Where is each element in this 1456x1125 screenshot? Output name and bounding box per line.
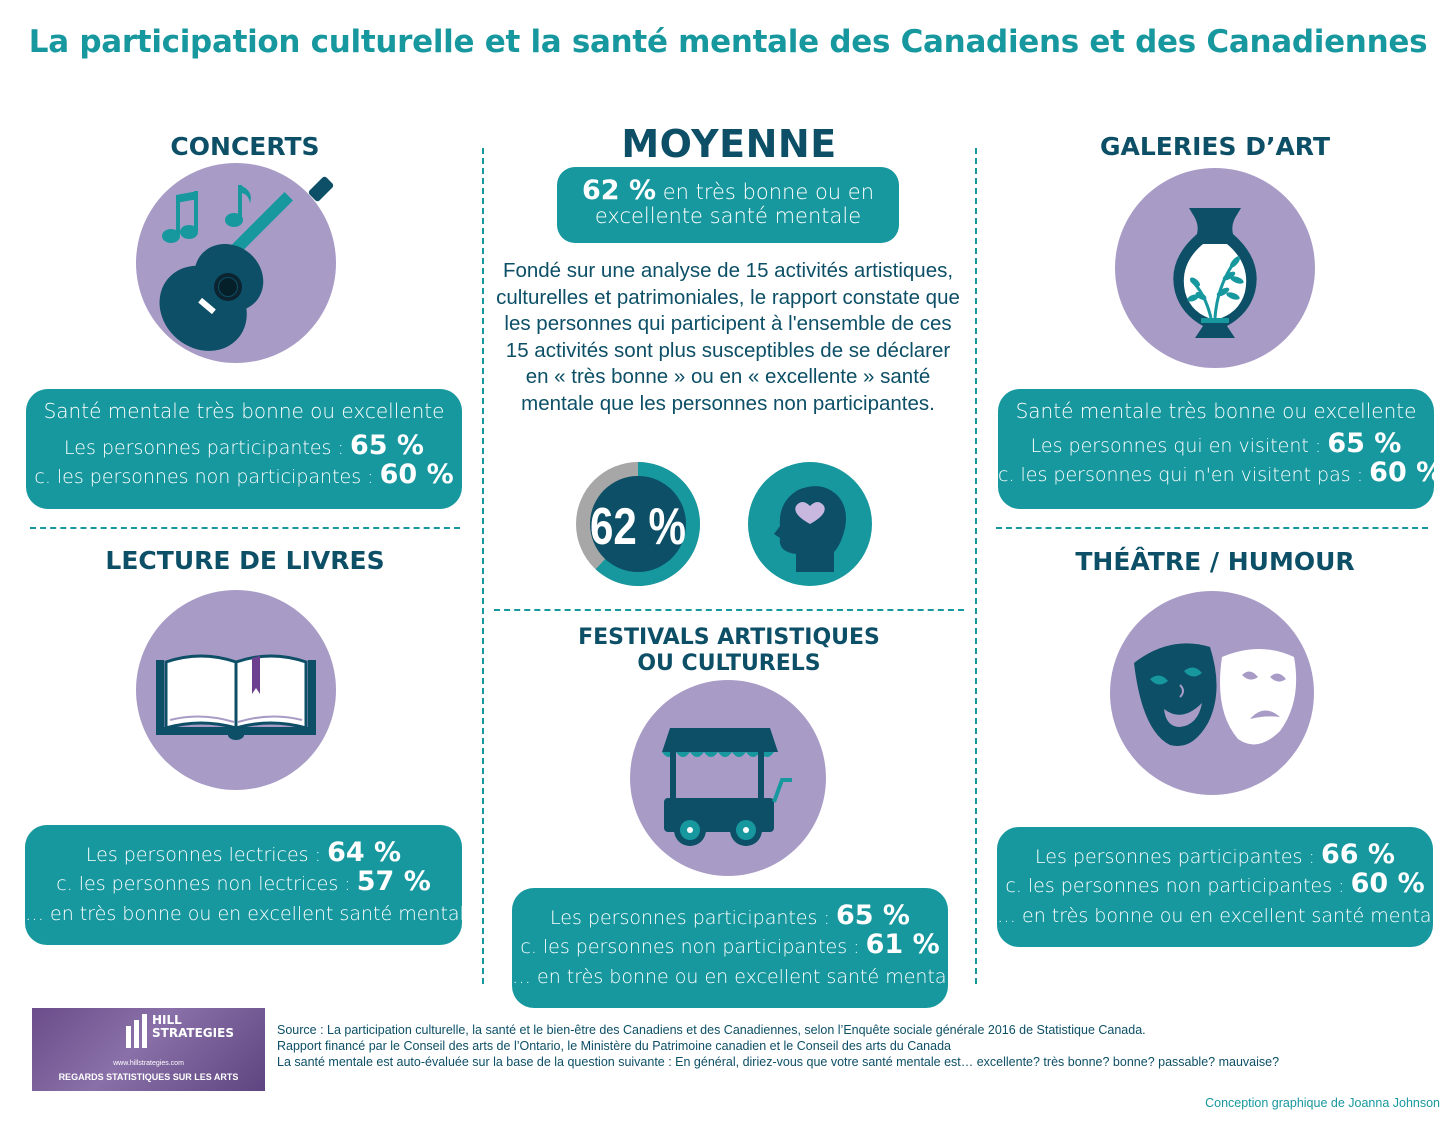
galleries-non-visitors-pct: 60 % <box>1369 457 1444 488</box>
reading-readers: Les personnes lectrices : 64 % <box>85 837 402 868</box>
divider-right <box>975 148 977 984</box>
theatre-circle <box>1110 591 1314 795</box>
guitar-icon <box>159 176 334 351</box>
page-title: La participation culturelle et la santé … <box>28 24 1428 60</box>
galleries-card: Santé mentale très bonne ou excellente L… <box>998 389 1444 509</box>
festivals-non-participants-pct: 61 % <box>865 929 940 960</box>
festivals-caption: … en très bonne ou en excellent santé me… <box>512 966 964 988</box>
galleries-visitors: Les personnes qui en visitent : 65 % <box>1030 428 1402 459</box>
source-notes: Source : La participation culturelle, la… <box>277 1022 1447 1070</box>
average-badge: 62 % en très bonne ou en excellente sant… <box>557 167 899 243</box>
reading-non-readers-pct: 57 % <box>356 866 431 897</box>
galleries-caption: Santé mentale très bonne ou excellente <box>1015 399 1417 423</box>
food-cart-icon <box>662 728 792 846</box>
festivals-participants-pct: 65 % <box>835 900 910 931</box>
concerts-circle <box>136 163 336 363</box>
concerts-caption: Santé mentale très bonne ou excellente <box>43 399 445 423</box>
average-badge-pct: 62 % <box>581 175 657 206</box>
divider-right-h <box>996 527 1428 529</box>
divider-left <box>482 148 484 984</box>
galleries-non-visitors: c. les personnes qui n'en visitent pas :… <box>998 457 1444 488</box>
galleries-visitors-pct: 65 % <box>1327 428 1402 459</box>
logo-name-2: STRATEGIES <box>152 1026 234 1040</box>
theatre-card: Les personnes participantes : 66 % c. le… <box>997 827 1449 947</box>
head-circle <box>748 462 872 586</box>
reading-card: Les personnes lectrices : 64 % c. les pe… <box>25 825 477 945</box>
reading-non-readers: c. les personnes non lectrices : 57 % <box>56 866 431 897</box>
concerts-non-participants: c. les personnes non participantes : 60 … <box>34 459 454 490</box>
reading-readers-pct: 64 % <box>327 837 402 868</box>
average-description: Fondé sur une analyse de 15 activités ar… <box>496 259 960 415</box>
theatre-non-participants-pct: 60 % <box>1350 868 1425 899</box>
divider-center-h <box>494 609 964 611</box>
donut-chart: 62 % <box>576 462 700 586</box>
average-donut: 62 % <box>568 462 708 586</box>
logo-tagline: REGARDS STATISTIQUES SUR LES ARTS <box>58 1072 239 1082</box>
average-badge-text: excellente santé mentale <box>594 204 862 228</box>
source-line-3: La santé mentale est auto-évaluée sur la… <box>277 1055 1280 1069</box>
festivals-heading: FESTIVALS ARTISTIQUES OU CULTURELS <box>578 625 880 676</box>
donut-hole <box>590 476 686 572</box>
concerts-heading: CONCERTS <box>170 132 320 161</box>
logo-name-1: HILL <box>152 1013 182 1027</box>
divider-left-h <box>30 527 460 529</box>
reading-circle <box>136 590 336 790</box>
logo-url: www.hillstrategies.com <box>113 1060 184 1067</box>
donut-label: 62 % <box>590 498 686 556</box>
galleries-circle <box>1115 168 1315 368</box>
theatre-heading: THÉÂTRE / HUMOUR <box>1075 547 1355 576</box>
concerts-participants: Les personnes participantes : 65 % <box>64 430 424 461</box>
book-icon <box>156 654 316 740</box>
theatre-caption: … en très bonne ou en excellent santé me… <box>997 905 1449 927</box>
reading-heading: LECTURE DE LIVRES <box>105 546 385 575</box>
theatre-participants: Les personnes participantes : 66 % <box>1035 839 1395 870</box>
galleries-heading: GALERIES D’ART <box>1100 132 1330 161</box>
festivals-non-participants: c. les personnes non participantes : 61 … <box>520 929 940 960</box>
theatre-participants-pct: 66 % <box>1320 839 1395 870</box>
source-line-2: Rapport financé par le Conseil des arts … <box>277 1039 951 1053</box>
festivals-card: Les personnes participantes : 65 % c. le… <box>512 888 964 1008</box>
head-heart-icon <box>774 486 846 572</box>
design-credit: Conception graphique de Joanna Johnson <box>1205 1096 1440 1110</box>
reading-caption: … en très bonne ou en excellent santé me… <box>25 903 477 925</box>
festivals-participants: Les personnes participantes : 65 % <box>550 900 910 931</box>
vase-icon <box>1173 208 1257 338</box>
concerts-participants-pct: 65 % <box>349 430 424 461</box>
concerts-non-participants-pct: 60 % <box>379 459 454 490</box>
theatre-masks-icon <box>1134 643 1297 747</box>
hill-strategies-logo: HILL STRATEGIES www.hillstrategies.com R… <box>32 1008 265 1091</box>
source-line-1: Source : La participation culturelle, la… <box>277 1023 1146 1037</box>
festivals-circle <box>630 680 826 876</box>
theatre-non-participants: c. les personnes non participantes : 60 … <box>1005 868 1425 899</box>
concerts-card: Santé mentale très bonne ou excellente L… <box>26 389 462 509</box>
bars-icon <box>126 1014 147 1048</box>
